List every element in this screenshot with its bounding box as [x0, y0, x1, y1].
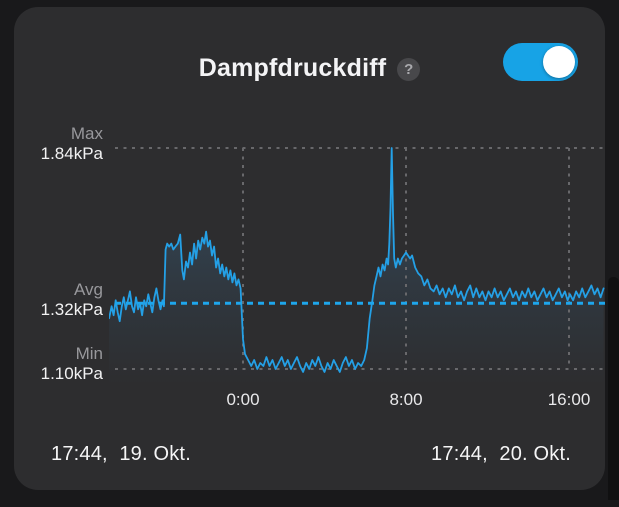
x-tick-label-1600: 16:00 — [547, 390, 591, 409]
toggle-knob — [543, 46, 575, 78]
x-tick-label-000: 0:00 — [226, 390, 260, 409]
x-tick-label-800: 8:00 — [389, 390, 423, 409]
help-button[interactable]: ? — [397, 57, 421, 81]
y-marker-min: Min 1.10kPa — [20, 344, 103, 384]
end-timestamp: 17:44, 20. Okt. — [431, 443, 571, 465]
dampfdruckdiff-toggle[interactable] — [503, 43, 578, 81]
min-value: 1.10kPa — [40, 364, 103, 383]
widget-card: Dampfdruckdiff ? Max 1.84kPa Avg 1.32kPa… — [14, 7, 606, 490]
page-title: Dampfdruckdiff — [198, 53, 387, 82]
series-area-fill — [109, 148, 604, 385]
pressure-line-chart[interactable] — [109, 135, 611, 385]
max-label: Max — [70, 124, 103, 143]
max-value: 1.84kPa — [40, 144, 103, 163]
y-marker-max: Max 1.84kPa — [20, 124, 103, 164]
avg-label: Avg — [74, 280, 103, 299]
widget-header: Dampfdruckdiff ? — [14, 45, 605, 91]
page-scrollbar[interactable] — [608, 277, 619, 500]
question-mark-icon: ? — [404, 60, 414, 78]
y-marker-avg: Avg 1.32kPa — [20, 280, 103, 320]
series-line — [109, 147, 605, 373]
avg-value: 1.32kPa — [40, 300, 103, 319]
min-label: Min — [75, 344, 103, 363]
start-timestamp: 17:44, 19. Okt. — [51, 443, 191, 465]
